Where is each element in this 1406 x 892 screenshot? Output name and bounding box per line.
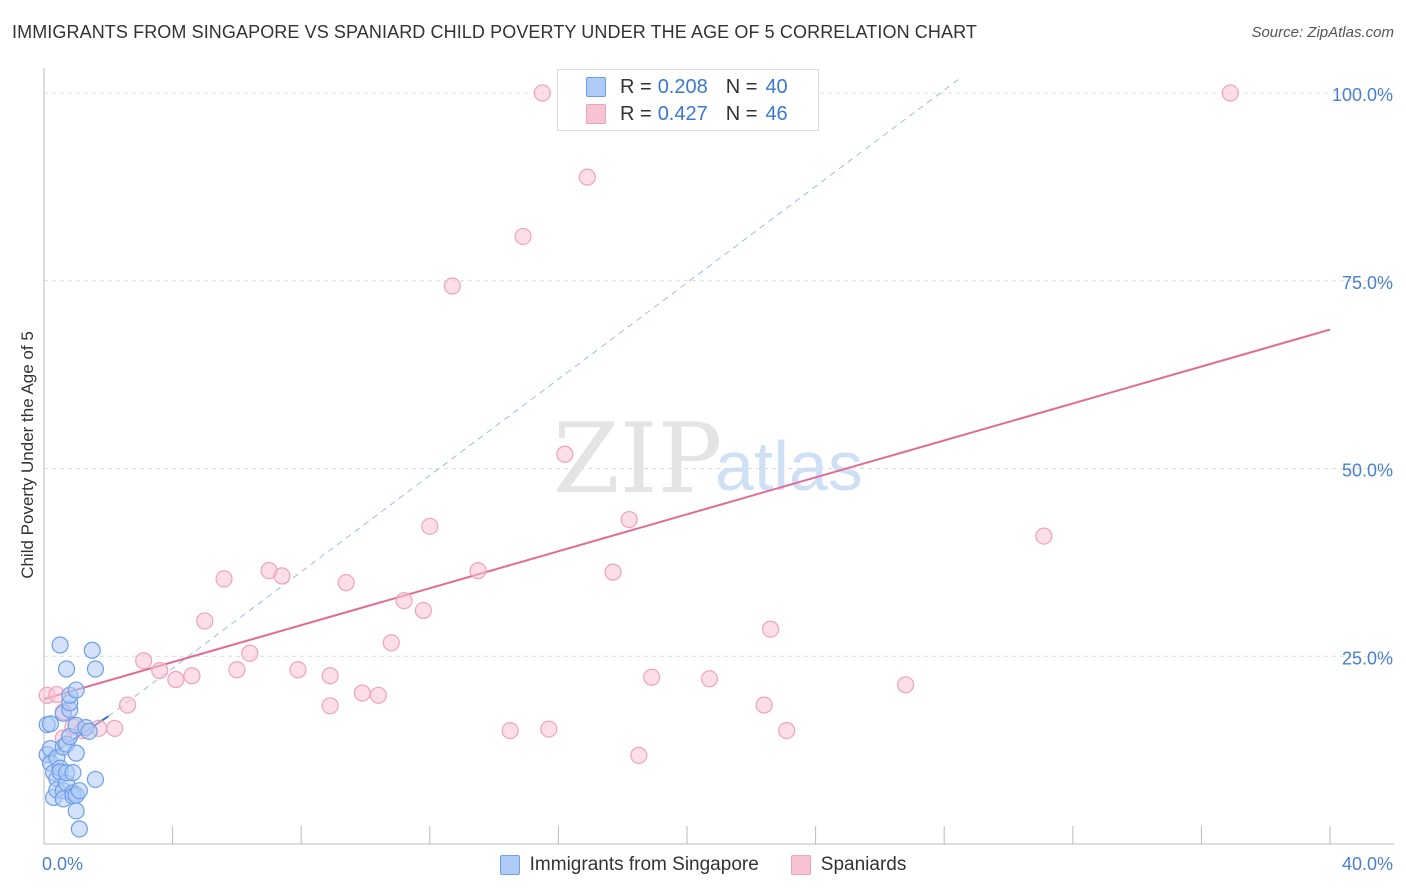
gridlines — [44, 92, 1394, 657]
watermark-zip: ZIP — [553, 403, 722, 515]
point-spaniards — [443, 277, 461, 295]
legend-item-spaniards[interactable]: Spaniards — [790, 854, 907, 876]
point-spaniards — [321, 667, 339, 685]
point-singapore — [70, 820, 88, 838]
x-tick-label: 0.0% — [42, 854, 83, 874]
point-spaniards — [196, 612, 214, 630]
point-spaniards — [1221, 84, 1239, 102]
trend-line-singapore-extension — [108, 77, 961, 717]
point-spaniards — [321, 697, 339, 715]
point-spaniards — [337, 574, 355, 592]
point-spaniards — [1035, 527, 1053, 545]
trend-line-spaniards — [43, 328, 1331, 701]
point-spaniards — [395, 592, 413, 610]
point-spaniards — [369, 686, 387, 704]
stats-legend-row-spaniards: R = 0.427 N = 46 — [586, 101, 788, 127]
point-spaniards — [289, 661, 307, 679]
y-tick-label: 50.0% — [1342, 461, 1393, 481]
point-singapore — [67, 744, 85, 762]
r-label: R = — [620, 75, 652, 98]
point-spaniards — [578, 168, 596, 186]
y-tick-label: 100.0% — [1332, 85, 1393, 105]
series-legend: Immigrants from Singapore Spaniards — [0, 852, 1406, 878]
point-spaniards — [897, 676, 915, 694]
axes — [43, 68, 1394, 845]
legend-item-singapore[interactable]: Immigrants from Singapore — [499, 854, 759, 876]
point-spaniards — [540, 720, 558, 738]
n-value: 46 — [765, 102, 788, 125]
point-singapore — [67, 681, 85, 699]
y-tick-label: 75.0% — [1342, 273, 1393, 293]
data-points — [38, 84, 1239, 838]
point-spaniards — [135, 652, 153, 670]
point-singapore — [51, 636, 69, 654]
legend-swatch-spaniards — [790, 855, 811, 875]
point-spaniards — [106, 719, 124, 737]
legend-swatch-singapore — [586, 77, 606, 97]
point-spaniards — [167, 670, 185, 689]
legend-label-singapore: Immigrants from Singapore — [529, 854, 759, 875]
point-singapore — [41, 715, 60, 733]
chart-title: IMMIGRANTS FROM SINGAPORE VS SPANIARD CH… — [12, 22, 977, 42]
point-spaniards — [414, 601, 432, 620]
point-spaniards — [151, 661, 169, 680]
point-spaniards — [630, 746, 648, 764]
point-spaniards — [382, 634, 400, 652]
n-label: N = — [725, 102, 758, 125]
point-spaniards — [118, 696, 137, 714]
point-spaniards — [228, 661, 246, 679]
point-spaniards — [469, 562, 487, 580]
point-spaniards — [514, 227, 532, 246]
point-spaniards — [273, 567, 291, 585]
point-spaniards — [501, 722, 519, 740]
stats-legend: R = 0.208 N = 40 R = 0.427 N = 46 — [557, 69, 819, 131]
watermark-atlas: atlas — [715, 427, 863, 505]
r-value: 0.427 — [657, 102, 708, 125]
tick-labels: 25.0% 50.0% 75.0% 100.0% 0.0% 40.0% — [42, 85, 1393, 874]
point-singapore — [67, 802, 85, 820]
point-spaniards — [755, 696, 773, 714]
point-spaniards — [215, 570, 233, 588]
point-singapore — [80, 722, 98, 740]
point-spaniards — [556, 445, 574, 463]
watermark: ZIP atlas — [553, 403, 863, 515]
r-value: 0.208 — [657, 75, 708, 98]
legend-swatch-singapore — [499, 855, 520, 875]
point-singapore — [86, 770, 105, 789]
stats-legend-row-singapore: R = 0.208 N = 40 — [586, 74, 788, 100]
point-singapore — [57, 660, 76, 678]
point-spaniards — [700, 670, 719, 688]
legend-swatch-spaniards — [586, 104, 606, 124]
point-spaniards — [533, 84, 551, 102]
point-spaniards — [353, 684, 371, 702]
n-label: N = — [725, 75, 758, 98]
legend-label-spaniards: Spaniards — [820, 854, 907, 875]
point-spaniards — [620, 510, 638, 529]
point-spaniards — [761, 620, 780, 638]
r-label: R = — [620, 102, 652, 125]
point-spaniards — [183, 667, 201, 685]
point-spaniards — [421, 517, 439, 535]
point-singapore — [83, 641, 101, 659]
point-singapore — [64, 764, 82, 782]
source-label: Source: ZipAtlas.com — [1251, 24, 1394, 41]
point-spaniards — [643, 668, 661, 686]
y-tick-label: 25.0% — [1342, 648, 1393, 668]
point-singapore — [86, 660, 105, 678]
point-spaniards — [604, 563, 622, 581]
point-spaniards — [241, 644, 259, 662]
point-singapore — [70, 782, 88, 800]
point-spaniards — [778, 722, 796, 740]
n-value: 40 — [765, 75, 788, 98]
x-tick-label: 40.0% — [1342, 854, 1393, 874]
